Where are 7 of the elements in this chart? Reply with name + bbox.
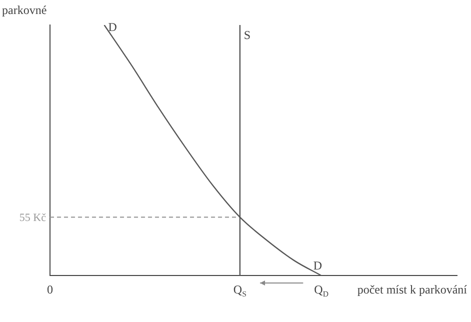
ref-line-label: S <box>244 28 251 42</box>
x-axis-title: počet míst k parkování <box>357 282 468 297</box>
text: D <box>108 20 117 34</box>
y-axis-title: parkovné <box>2 3 47 17</box>
series-label: D <box>313 258 322 273</box>
series-label: 55 Kč <box>19 212 46 224</box>
x-tick-label: 0 <box>47 282 53 297</box>
